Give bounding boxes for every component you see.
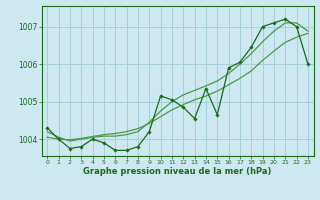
X-axis label: Graphe pression niveau de la mer (hPa): Graphe pression niveau de la mer (hPa) [84, 167, 272, 176]
